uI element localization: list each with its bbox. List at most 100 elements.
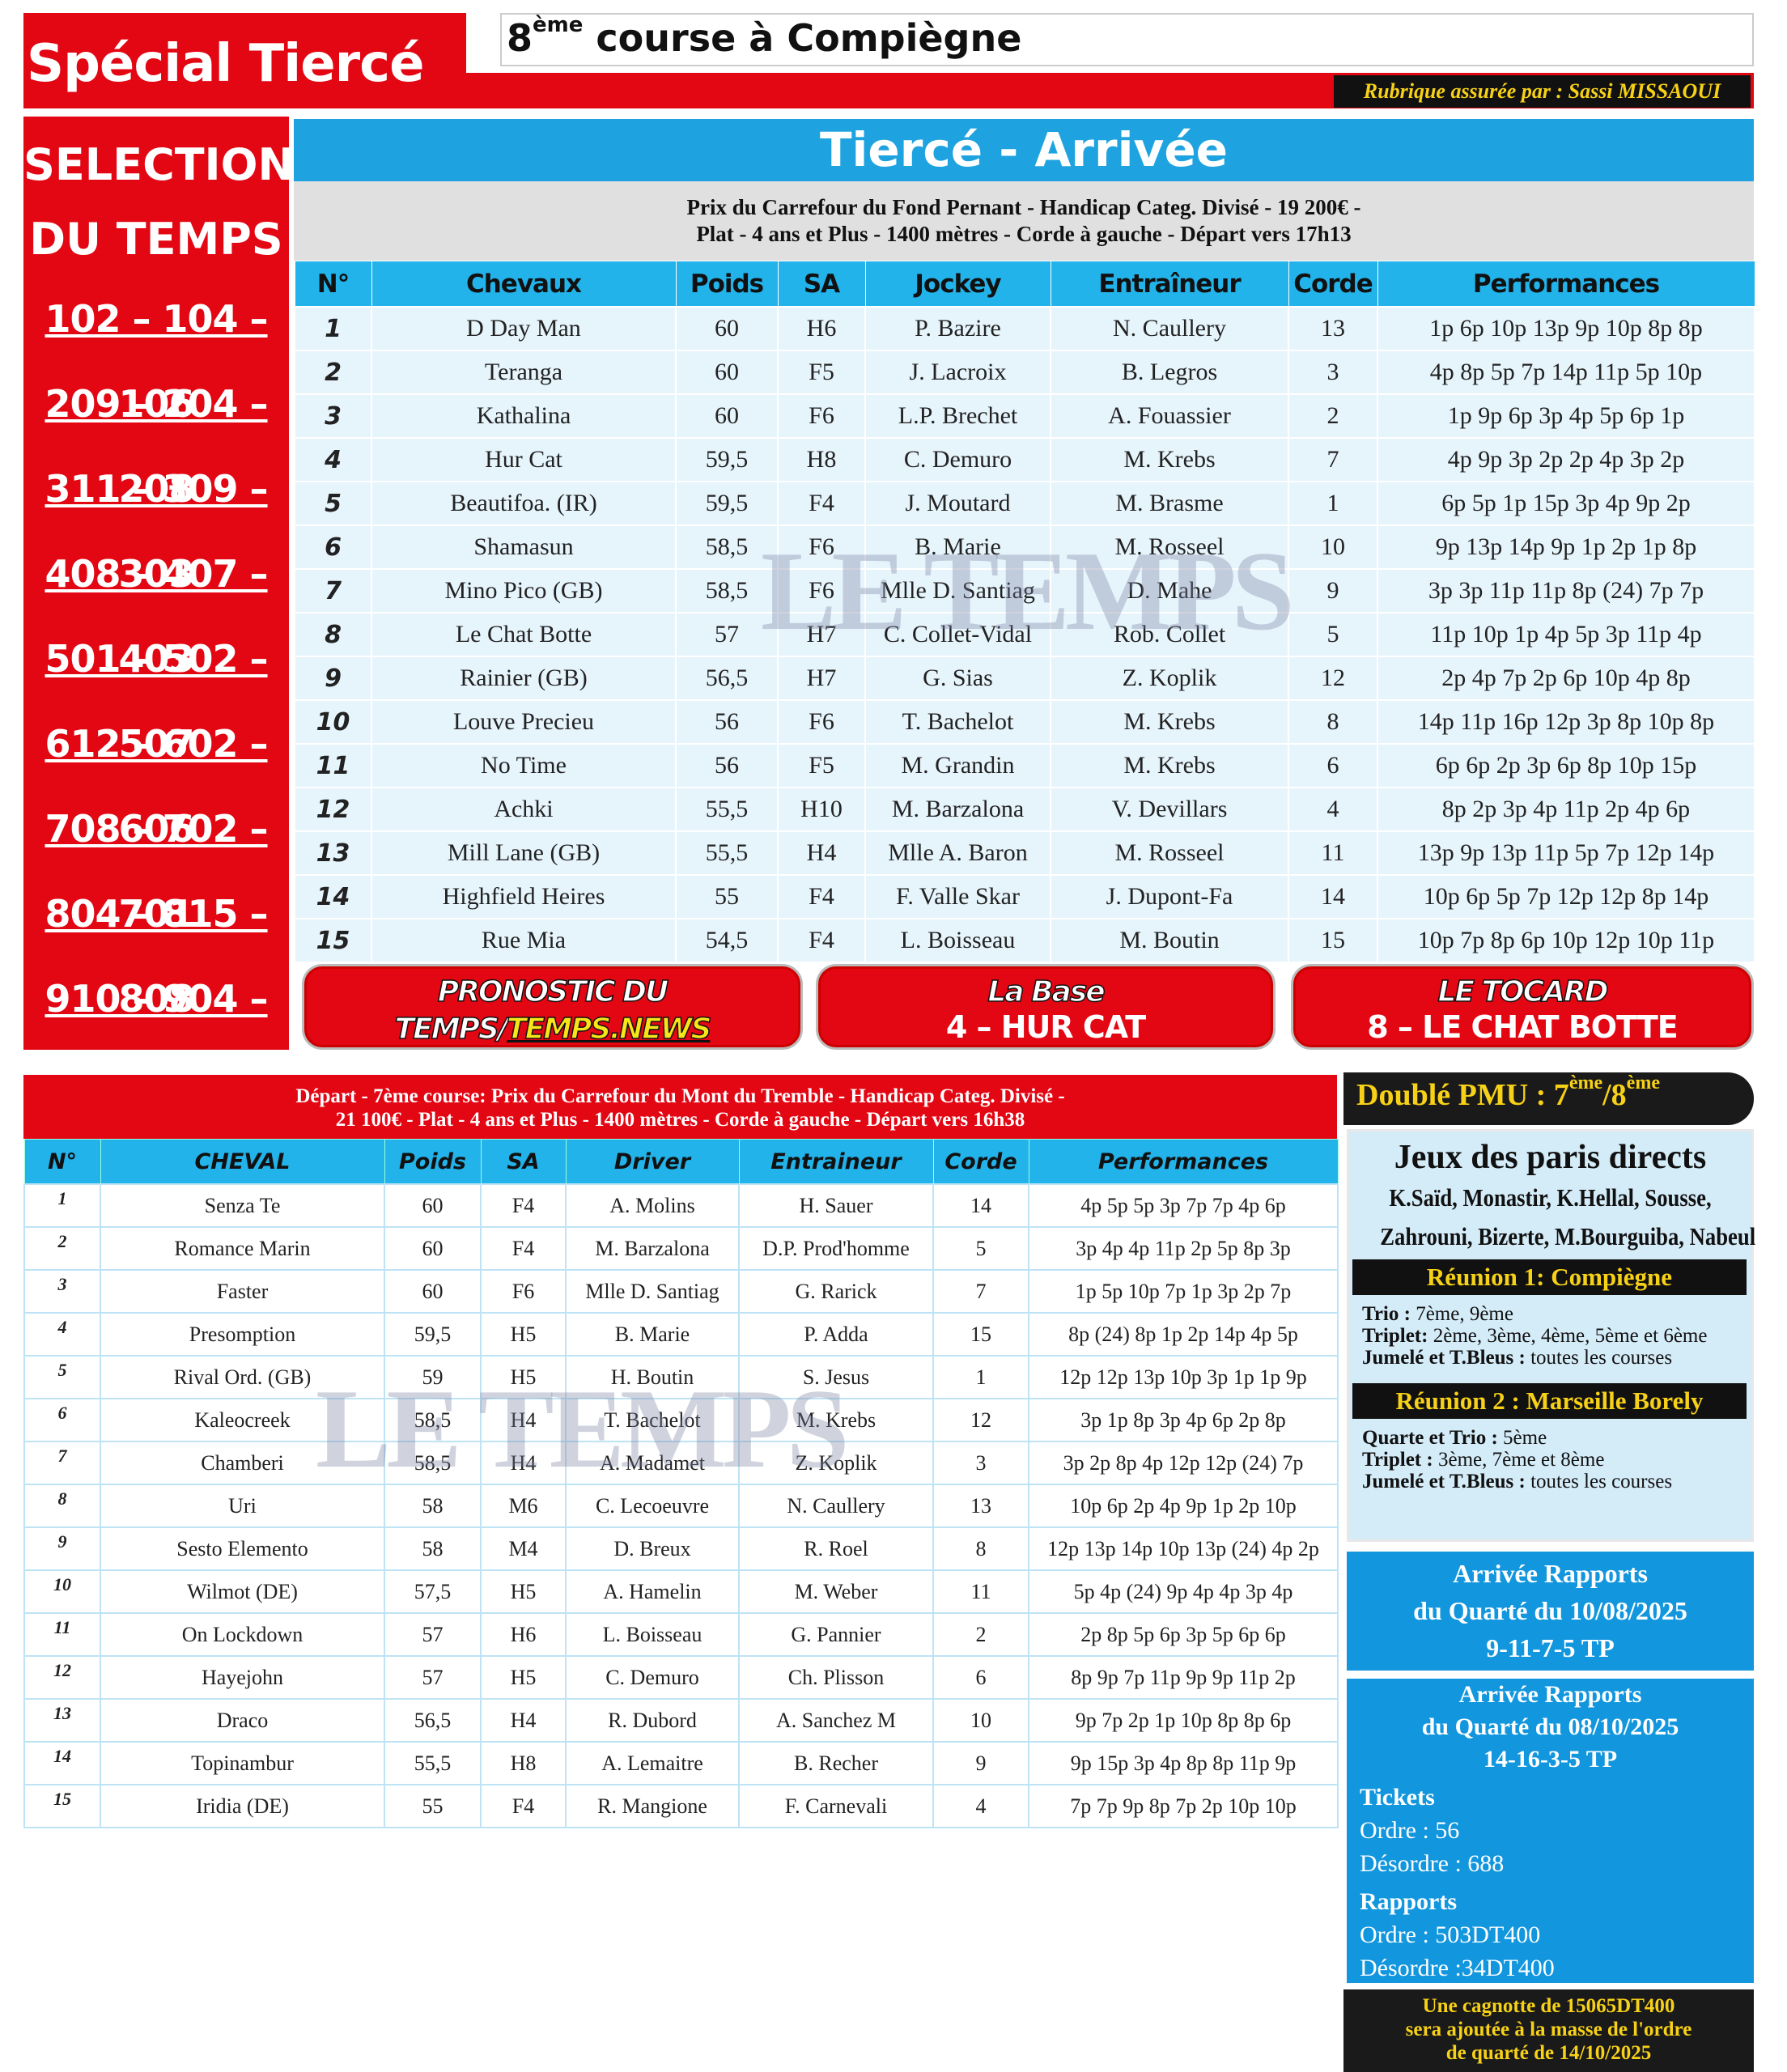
subtitle-line: Plat - 4 ans et Plus - 1400 mètres - Cor…: [696, 222, 1352, 246]
cell: M. Rosseel: [1050, 830, 1289, 876]
cell: 1: [294, 306, 372, 351]
cell: 3: [932, 1441, 1029, 1485]
cell: H. Sauer: [738, 1183, 934, 1228]
cell: D Day Man: [371, 306, 677, 351]
cell: 2: [932, 1612, 1029, 1657]
cell: 9: [932, 1741, 1029, 1785]
column-header: SA: [480, 1139, 567, 1185]
cell: M. Weber: [738, 1569, 934, 1614]
cell: F4: [777, 918, 866, 963]
prediction-tocard: LE TOCARD 8 – LE CHAT BOTTE: [1293, 966, 1751, 1047]
rapports-section: Rapports Ordre : 503DT400 Désordre :34DT40…: [1347, 1885, 1754, 1985]
cell: H6: [480, 1612, 567, 1657]
cell: 2: [294, 350, 372, 395]
row: 3 Kathalina 60 F6 L.P. Brechet A. Fouassier 2 1…: [294, 393, 1755, 439]
cell: 15: [1288, 918, 1378, 963]
cell: A. Fouassier: [1050, 393, 1289, 439]
selection-title: SELECTION: [23, 139, 295, 190]
cell: 6p 6p 2p 3p 6p 8p 10p 15p: [1377, 743, 1755, 788]
row: 15 Rue Mia 54,5 F4 L. Boisseau M. Boutin 15 10p…: [294, 918, 1755, 963]
reunion-item: Triplet : 3ème, 7ème et 8ème: [1352, 1449, 1748, 1471]
arrivee-title: Tiercé - Arrivée: [294, 119, 1754, 181]
cell: 59: [384, 1355, 482, 1399]
item-text: 7ème, 9ème: [1410, 1303, 1513, 1325]
cell: 1: [23, 1183, 101, 1228]
column-header: Performances: [1028, 1139, 1339, 1185]
cell: Chamberi: [100, 1441, 385, 1485]
cell: M. Brasme: [1050, 481, 1289, 526]
cell: 15: [294, 918, 372, 963]
cell: M. Grandin: [864, 743, 1051, 788]
cell: H4: [480, 1398, 567, 1442]
cell: 13: [1288, 306, 1378, 351]
cell: 8p 2p 3p 4p 11p 2p 4p 6p: [1377, 787, 1755, 832]
cell: F4: [480, 1226, 567, 1271]
cell: H10: [777, 787, 866, 832]
cell: Rainier (GB): [371, 656, 677, 701]
reunion-item: Quarte et Trio : 5ème: [1352, 1427, 1748, 1449]
item-label: Jumelé et T.Bleus :: [1362, 1471, 1526, 1492]
cell: Ch. Plisson: [738, 1655, 934, 1700]
jeux-line: Zahrouni, Bizerte, M.Bourguiba, Nabeul: [1380, 1222, 1756, 1250]
cell: 10p 6p 5p 7p 12p 12p 8p 14p: [1377, 874, 1755, 919]
cell: F6: [777, 568, 866, 614]
cell: 12: [23, 1655, 101, 1700]
prediction-value: 4 – HUR CAT: [945, 1009, 1146, 1045]
cell: Hur Cat: [371, 437, 677, 482]
cell: M. Barzalona: [565, 1226, 740, 1271]
item-text: toutes les courses: [1525, 1471, 1673, 1492]
header-title: Spécial Tiercé: [23, 13, 466, 108]
cell: 7p 7p 9p 8p 7p 2p 10p 10p: [1028, 1784, 1339, 1828]
rapports-line: du Quarté du 08/10/2025: [1421, 1713, 1679, 1740]
row: 6 Shamasun 58,5 F6 B. Marie M. Rosseel 10 9p 13…: [294, 524, 1755, 570]
cell: 4p 5p 5p 3p 7p 7p 4p 6p: [1028, 1183, 1339, 1228]
race-suffix: ème: [533, 13, 584, 37]
double-sup: ème: [1626, 1072, 1660, 1093]
depart-table: N° CHEVAL Poids SA Driver Entraineur Corde Perf…: [23, 1139, 1339, 1828]
selection-panel: SELECTION DU TEMPS 102 – 104 – 106 209 – 20…: [23, 117, 295, 1106]
cell: 56,5: [384, 1698, 482, 1743]
cell: 56: [675, 743, 779, 788]
row: 14 Topinambur 55,5 H8 A. Lemaitre B. Recher 9 9…: [23, 1741, 1339, 1785]
cell: Mill Lane (GB): [371, 830, 677, 876]
selection-pick: 708 – 702 – 701: [45, 807, 268, 936]
cell: 8p 9p 7p 11p 9p 9p 11p 2p: [1028, 1655, 1339, 1700]
item-text: 5ème: [1497, 1427, 1547, 1449]
row: 7 Chamberi 58,5 H4 A. Madamet Z. Koplik 3 3p 2p…: [23, 1441, 1339, 1485]
reunion-item: Jumelé et T.Bleus : toutes les courses: [1352, 1347, 1748, 1369]
cell: L. Boisseau: [864, 918, 1051, 963]
cell: H5: [480, 1569, 567, 1614]
cell: F. Carnevali: [738, 1784, 934, 1828]
cell: 58,5: [384, 1441, 482, 1485]
cell: H8: [480, 1741, 567, 1785]
cell: 2: [1288, 393, 1378, 439]
cell: 60: [384, 1269, 482, 1314]
cell: 13p 9p 13p 11p 5p 7p 12p 14p: [1377, 830, 1755, 876]
cell: Topinambur: [100, 1741, 385, 1785]
cell: D. Breux: [565, 1526, 740, 1571]
cell: 14: [23, 1741, 101, 1785]
row: 5 Rival Ord. (GB) 59 H5 H. Boutin S. Jesus 1 12…: [23, 1355, 1339, 1399]
cell: 12: [932, 1398, 1029, 1442]
cell: Z. Koplik: [1050, 656, 1289, 701]
reunion-item: Jumelé et T.Bleus : toutes les courses: [1352, 1471, 1748, 1492]
section-line: Désordre :34DT400: [1360, 1955, 1555, 1981]
cell: F4: [480, 1784, 567, 1828]
rapports-line: 14-16-3-5 TP: [1483, 1746, 1618, 1773]
selection-pick: 612 – 602 – 606: [45, 722, 268, 851]
cell: 13: [294, 830, 372, 876]
cell: 57: [675, 612, 779, 657]
cell: Achki: [371, 787, 677, 832]
row: 15 Iridia (DE) 55 F4 R. Mangione F. Carnevali…: [23, 1784, 1339, 1828]
cell: 5: [23, 1355, 101, 1399]
cell: 5: [932, 1226, 1029, 1271]
cell: 6: [932, 1655, 1029, 1700]
cell: 4p 9p 3p 2p 2p 4p 3p 2p: [1377, 437, 1755, 482]
cell: F5: [777, 743, 866, 788]
cell: Kathalina: [371, 393, 677, 439]
table-head: N° CHEVAL Poids SA Driver Entraineur Corde Perf…: [23, 1139, 1339, 1185]
cell: 11: [932, 1569, 1029, 1614]
cagnotte-line: Une cagnotte de 15065DT400: [1422, 1995, 1675, 2017]
cell: Romance Marin: [100, 1226, 385, 1271]
